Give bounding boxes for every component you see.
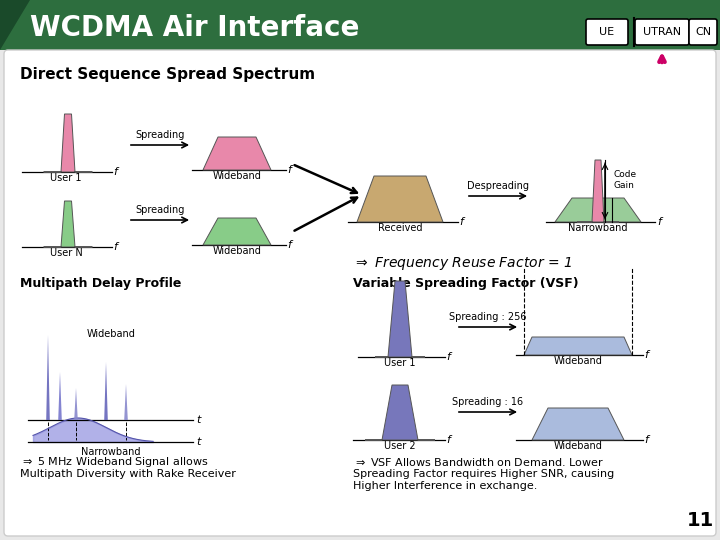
Text: Wideband: Wideband: [212, 171, 261, 181]
Text: f: f: [446, 435, 450, 445]
Text: Spreading: Spreading: [135, 205, 185, 215]
Text: $\Rightarrow$ Frequency Reuse Factor = 1: $\Rightarrow$ Frequency Reuse Factor = 1: [353, 254, 572, 272]
Text: f: f: [113, 167, 117, 177]
Text: Variable Spreading Factor (VSF): Variable Spreading Factor (VSF): [353, 276, 579, 289]
Polygon shape: [577, 160, 619, 222]
Polygon shape: [120, 384, 132, 420]
Text: $\Rightarrow$ VSF Allows Bandwidth on Demand. Lower: $\Rightarrow$ VSF Allows Bandwidth on De…: [353, 456, 604, 468]
Text: t: t: [196, 415, 200, 425]
Text: $\Rightarrow$ 5 MHz Wideband Signal allows: $\Rightarrow$ 5 MHz Wideband Signal allo…: [20, 455, 209, 469]
Text: Despreading: Despreading: [467, 181, 529, 191]
Text: Multipath Diversity with Rake Receiver: Multipath Diversity with Rake Receiver: [20, 469, 236, 479]
FancyBboxPatch shape: [4, 50, 716, 536]
Polygon shape: [375, 281, 425, 357]
Text: User 2: User 2: [384, 441, 416, 451]
Text: f: f: [644, 350, 648, 360]
Text: f: f: [287, 240, 291, 250]
FancyBboxPatch shape: [586, 19, 628, 45]
Text: UTRAN: UTRAN: [643, 27, 681, 37]
Text: Narrowband: Narrowband: [568, 223, 628, 233]
Polygon shape: [524, 337, 632, 355]
Polygon shape: [70, 388, 82, 420]
Text: t: t: [196, 437, 200, 447]
Text: Spreading: Spreading: [135, 130, 185, 140]
Text: Wideband: Wideband: [554, 356, 603, 366]
Text: Spreading Factor requires Higher SNR, causing: Spreading Factor requires Higher SNR, ca…: [353, 469, 614, 479]
Polygon shape: [365, 385, 435, 440]
Polygon shape: [43, 114, 92, 172]
Polygon shape: [100, 362, 112, 420]
Text: Wideband: Wideband: [554, 441, 603, 451]
Text: User 1: User 1: [384, 358, 415, 368]
Text: Spreading : 256: Spreading : 256: [449, 312, 527, 322]
Text: Code
Gain: Code Gain: [614, 170, 637, 190]
Text: Spreading : 16: Spreading : 16: [452, 397, 523, 407]
Text: f: f: [287, 165, 291, 175]
Text: 11: 11: [686, 510, 714, 530]
FancyBboxPatch shape: [635, 19, 689, 45]
FancyBboxPatch shape: [689, 19, 717, 45]
Text: Wideband: Wideband: [86, 329, 135, 339]
Polygon shape: [43, 201, 92, 247]
Polygon shape: [532, 408, 624, 440]
Text: Higher Interference in exchange.: Higher Interference in exchange.: [353, 481, 537, 491]
Text: f: f: [657, 217, 661, 227]
Polygon shape: [357, 176, 443, 222]
Text: CN: CN: [695, 27, 711, 37]
Text: Direct Sequence Spread Spectrum: Direct Sequence Spread Spectrum: [20, 68, 315, 83]
Text: Narrowband: Narrowband: [81, 447, 140, 457]
Polygon shape: [203, 218, 271, 245]
Polygon shape: [0, 0, 30, 50]
Text: WCDMA Air Interface: WCDMA Air Interface: [30, 14, 359, 42]
Text: f: f: [644, 435, 648, 445]
Text: Wideband: Wideband: [212, 246, 261, 256]
Text: f: f: [113, 242, 117, 252]
Text: Multipath Delay Profile: Multipath Delay Profile: [20, 276, 181, 289]
Text: f: f: [446, 352, 450, 362]
Polygon shape: [555, 198, 641, 222]
Text: User N: User N: [50, 248, 82, 258]
Text: Received: Received: [378, 223, 422, 233]
FancyBboxPatch shape: [0, 0, 720, 50]
Text: f: f: [459, 217, 463, 227]
Polygon shape: [203, 137, 271, 170]
Text: User 1: User 1: [50, 173, 82, 183]
Text: UE: UE: [600, 27, 615, 37]
Polygon shape: [54, 372, 66, 420]
Polygon shape: [42, 335, 54, 420]
